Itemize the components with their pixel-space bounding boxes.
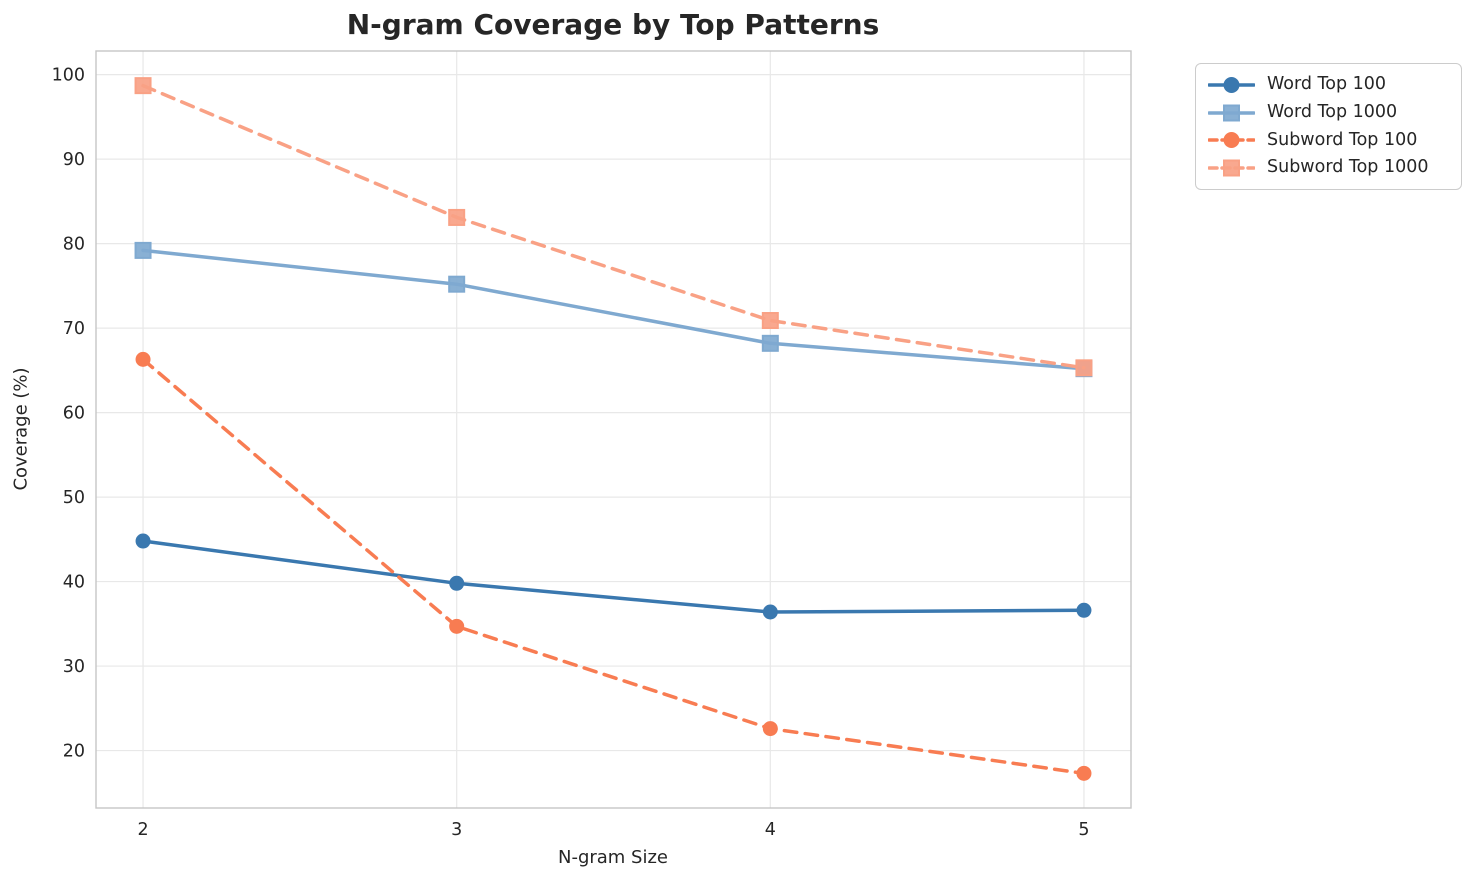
legend-sample-line [1208, 159, 1255, 177]
legend-sample-line [1208, 104, 1255, 122]
legend-item-label: Subword Top 100 [1267, 129, 1418, 150]
plot-border [95, 50, 1132, 809]
chart-title: N-gram Coverage by Top Patterns [346, 8, 880, 41]
data-point-marker-word-top-100 [449, 575, 465, 591]
data-point-marker-word-top-1000 [761, 334, 779, 352]
x-axis-label: N-gram Size [557, 847, 669, 868]
y-tick-label: 20 [63, 742, 85, 762]
y-tick-label: 50 [63, 488, 85, 508]
data-point-marker-subword-top-1000 [1075, 359, 1093, 377]
data-point-marker-subword-top-1000 [134, 77, 152, 95]
legend-item-label: Word Top 1000 [1267, 101, 1398, 122]
y-tick-label: 100 [52, 66, 85, 86]
y-tick-label: 80 [63, 235, 85, 255]
data-point-marker-subword-top-100 [449, 618, 465, 634]
series-line-word-top-1000 [141, 248, 1086, 371]
legend-item-label: Word Top 100 [1267, 74, 1387, 95]
circle-marker-icon [1223, 132, 1240, 149]
legend-item: Subword Top 1000 [1208, 154, 1449, 182]
y-tick-label: 30 [63, 657, 85, 677]
data-point-marker-word-top-1000 [448, 275, 466, 293]
y-axis-label: Coverage (%) [10, 367, 32, 491]
data-point-marker-subword-top-1000 [448, 208, 466, 226]
x-tick-label: 5 [1078, 820, 1089, 840]
data-point-marker-word-top-100 [762, 604, 778, 620]
square-marker-icon [1223, 104, 1240, 122]
legend-item: Subword Top 100 [1208, 127, 1449, 155]
legend-item: Word Top 100 [1208, 71, 1449, 99]
legend-item-label: Subword Top 1000 [1267, 157, 1429, 178]
data-point-marker-subword-top-100 [1076, 765, 1092, 781]
x-tick-label: 3 [451, 820, 462, 840]
y-tick-label: 40 [63, 573, 85, 593]
circle-marker-icon [1223, 76, 1240, 93]
y-tick-label: 60 [63, 404, 85, 424]
legend-box: Word Top 100 Word Top 1000 Subword Top 1… [1195, 63, 1462, 190]
y-tick-label: 90 [63, 150, 85, 170]
data-point-marker-word-top-100 [135, 533, 151, 549]
square-marker-icon [1223, 159, 1240, 177]
legend-item: Word Top 1000 [1208, 99, 1449, 127]
x-tick-label: 4 [765, 820, 776, 840]
data-point-marker-subword-top-100 [135, 351, 151, 367]
y-tick-label: 70 [63, 319, 85, 339]
x-tick-label: 2 [137, 820, 148, 840]
series-line-subword-top-100 [141, 357, 1086, 776]
series-line-word-top-100 [141, 539, 1086, 614]
legend-sample-line [1208, 132, 1255, 149]
data-point-marker-word-top-1000 [134, 241, 152, 259]
data-point-marker-subword-top-100 [762, 721, 778, 737]
legend-sample-line [1208, 76, 1255, 93]
data-point-marker-word-top-100 [1076, 602, 1092, 618]
data-point-marker-subword-top-1000 [761, 312, 779, 330]
series-line-subword-top-1000 [141, 83, 1086, 370]
